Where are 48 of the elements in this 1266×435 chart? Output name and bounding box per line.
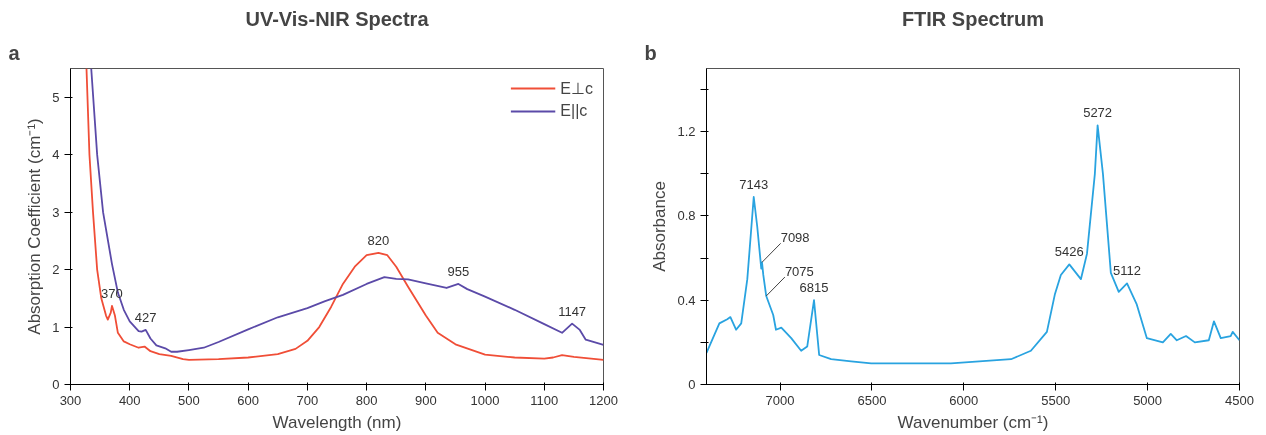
- y-tick-label: 4: [52, 147, 60, 163]
- x-tick-label: 5000: [1133, 392, 1163, 408]
- x-tick-label: 900: [414, 392, 437, 408]
- annotation: 427: [134, 309, 157, 325]
- x-tick-label: 800: [355, 392, 378, 408]
- x-tick-label: 500: [178, 392, 200, 408]
- x-tick-label: 6000: [949, 392, 979, 408]
- x-tick-label: 400: [118, 392, 141, 408]
- x-tick-label: 300: [59, 392, 82, 408]
- x-tick-label: 5500: [1041, 392, 1071, 408]
- y-tick-label: 0: [52, 377, 60, 392]
- annotation: 7075: [784, 264, 814, 280]
- x-tick-label: 600: [237, 392, 260, 408]
- y-tick-label: 1.2: [677, 124, 696, 140]
- chart-title: UV-Vis-NIR Spectra: [245, 7, 430, 30]
- y-axis-title: Absorbance: [650, 181, 670, 272]
- legend-label: E||c: [560, 102, 588, 120]
- chart-title: FTIR Spectrum: [901, 7, 1045, 30]
- annotation: 820: [367, 232, 390, 248]
- x-tick-label: 6500: [857, 392, 887, 408]
- y-tick-label: 0.4: [677, 292, 696, 308]
- x-tick-label: 1200: [589, 392, 618, 408]
- text: a: [8, 41, 21, 64]
- line-series: [706, 124, 1240, 365]
- x-tick-label: 1000: [470, 392, 500, 408]
- y-tick-label: 3: [52, 204, 60, 220]
- x-tick-label: 7000: [765, 392, 795, 408]
- x-tick-label: 1100: [530, 392, 559, 408]
- legend-label: E⊥c: [560, 78, 593, 98]
- x-tick-label: 4500: [1225, 392, 1254, 408]
- x-axis-title: Wavelength (nm): [272, 412, 402, 432]
- annotation: 7143: [739, 177, 769, 193]
- annotation: 955: [447, 263, 470, 279]
- y-axis-title: Absorption Coefficient (cm⁻¹): [25, 118, 45, 335]
- y-tick-label: 0.8: [677, 208, 696, 224]
- annotation: 5112: [1113, 263, 1142, 279]
- y-tick-label: 2: [52, 262, 60, 278]
- text: b: [644, 41, 657, 64]
- annotation: 6815: [799, 280, 829, 296]
- x-tick-label: 700: [296, 392, 319, 408]
- x-axis-title: Wavenumber (cm⁻¹): [897, 412, 1049, 432]
- annotation: 1147: [558, 303, 587, 319]
- annotation: 7098: [780, 230, 810, 246]
- y-tick-label: 1: [52, 319, 60, 335]
- annotation: 5272: [1083, 105, 1113, 121]
- y-tick-label: 5: [52, 89, 60, 105]
- y-tick-label: 0: [688, 377, 696, 392]
- annotation: 5426: [1054, 244, 1084, 260]
